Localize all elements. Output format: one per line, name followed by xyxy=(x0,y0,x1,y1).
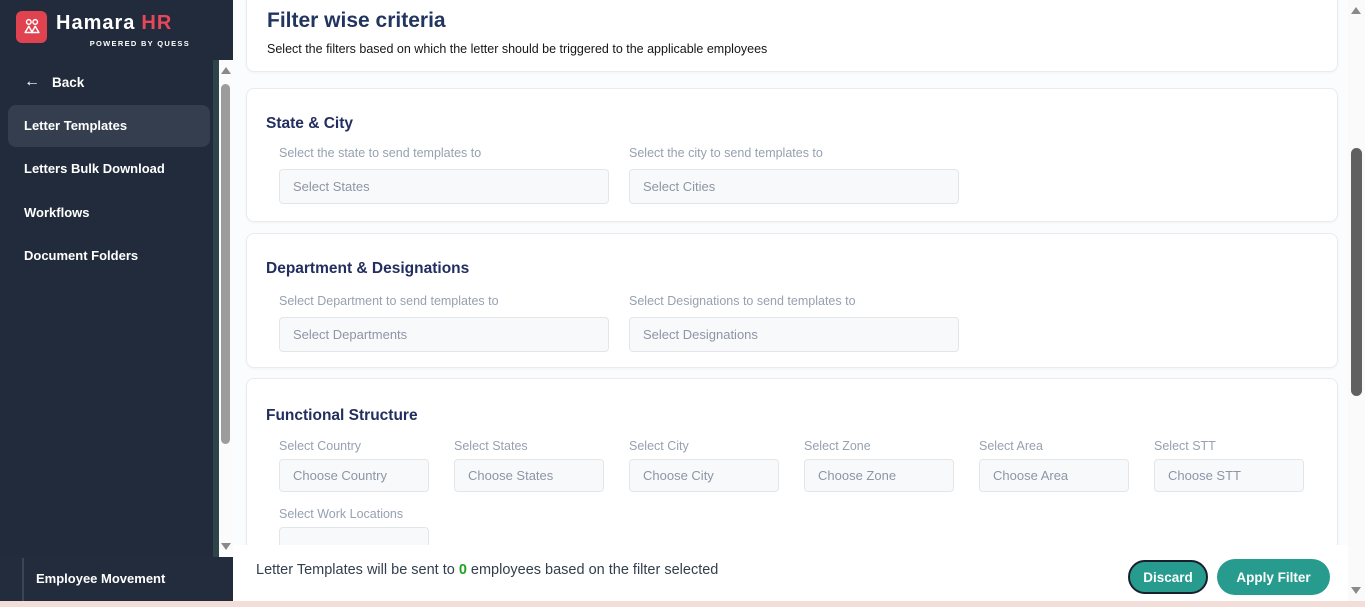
stt-field-label: Select STT xyxy=(1154,439,1216,453)
brand-tagline: POWERED BY QUESS xyxy=(89,39,190,48)
functional-structure-title: Functional Structure xyxy=(266,407,418,424)
scroll-up-icon[interactable] xyxy=(221,67,231,74)
department-field-label: Select Department to send templates to xyxy=(279,294,499,308)
employee-count: 0 xyxy=(458,562,467,578)
page-title: Filter wise criteria xyxy=(267,9,446,32)
sidebar-item-letter-templates[interactable]: Letter Templates xyxy=(8,105,210,147)
main-content: Filter wise criteria Select the filters … xyxy=(233,0,1348,601)
select-states-input[interactable] xyxy=(279,169,609,204)
window-scrollbar-thumb[interactable] xyxy=(1351,148,1362,396)
sidebar-edge-strip xyxy=(213,60,219,557)
sidebar-item-letters-bulk-download[interactable]: Letters Bulk Download xyxy=(24,161,165,176)
department-designations-title: Department & Designations xyxy=(266,260,470,277)
state-field-label: Select the state to send templates to xyxy=(279,146,482,160)
left-arrow-icon: ← xyxy=(24,73,40,90)
bottom-edge-strip xyxy=(0,601,1365,607)
choose-country-input[interactable] xyxy=(279,459,429,492)
sidebar-item-workflows[interactable]: Workflows xyxy=(24,205,90,220)
sidebar-item-document-folders[interactable]: Document Folders xyxy=(24,248,139,263)
action-footer-bar: Letter Templates will be sent to 0 employe… xyxy=(233,545,1348,601)
city-func-field-label: Select City xyxy=(629,439,689,453)
work-locations-field-label: Select Work Locations xyxy=(279,507,404,521)
app-logo: Hamara HR POWERED BY QUESS xyxy=(0,0,213,60)
sidebar: Hamara HR POWERED BY QUESS ← Back Letter … xyxy=(0,0,233,601)
zone-field-label: Select Zone xyxy=(804,439,871,453)
functional-structure-card: Functional Structure Select Country Sele… xyxy=(246,378,1338,568)
sidebar-scrollbar[interactable] xyxy=(219,60,233,557)
divider xyxy=(22,558,24,601)
choose-city-input[interactable] xyxy=(629,459,779,492)
back-label: Back xyxy=(52,74,85,90)
area-field-label: Select Area xyxy=(979,439,1043,453)
message-suffix: employees based on the filter selected xyxy=(470,562,719,578)
discard-button[interactable]: Discard xyxy=(1128,560,1208,594)
choose-stt-input[interactable] xyxy=(1154,459,1304,492)
window-scrollbar[interactable] xyxy=(1348,0,1365,601)
state-city-title: State & City xyxy=(266,115,353,132)
message-prefix: Letter Templates will be sent to xyxy=(256,562,455,578)
sidebar-footer: Employee Movement xyxy=(0,557,233,601)
employee-count-message: Letter Templates will be sent to 0 employe… xyxy=(256,545,718,595)
scroll-down-icon[interactable] xyxy=(221,543,231,550)
people-icon xyxy=(16,11,47,43)
scroll-down-icon[interactable] xyxy=(1351,587,1361,594)
sidebar-item-employee-movement[interactable]: Employee Movement xyxy=(36,571,166,586)
page-subtitle: Select the filters based on which the le… xyxy=(267,42,768,56)
select-departments-input[interactable] xyxy=(279,317,609,352)
city-field-label: Select the city to send templates to xyxy=(629,146,823,160)
state-city-card: State & City Select the state to send te… xyxy=(246,88,1338,222)
back-button[interactable]: ← Back xyxy=(24,74,84,90)
choose-area-input[interactable] xyxy=(979,459,1129,492)
select-cities-input[interactable] xyxy=(629,169,959,204)
states-field-label: Select States xyxy=(454,439,528,453)
country-field-label: Select Country xyxy=(279,439,361,453)
sidebar-scrollbar-thumb[interactable] xyxy=(221,84,230,444)
designations-field-label: Select Designations to send templates to xyxy=(629,294,856,308)
department-designations-card: Department & Designations Select Departm… xyxy=(246,233,1338,368)
select-designations-input[interactable] xyxy=(629,317,959,352)
choose-zone-input[interactable] xyxy=(804,459,954,492)
choose-states-input[interactable] xyxy=(454,459,604,492)
scroll-up-icon[interactable] xyxy=(1351,7,1361,14)
filter-header-card: Filter wise criteria Select the filters … xyxy=(246,0,1338,72)
apply-filter-button[interactable]: Apply Filter xyxy=(1217,559,1330,595)
brand-name: Hamara HR xyxy=(56,12,173,34)
brand-suffix: HR xyxy=(141,12,173,34)
